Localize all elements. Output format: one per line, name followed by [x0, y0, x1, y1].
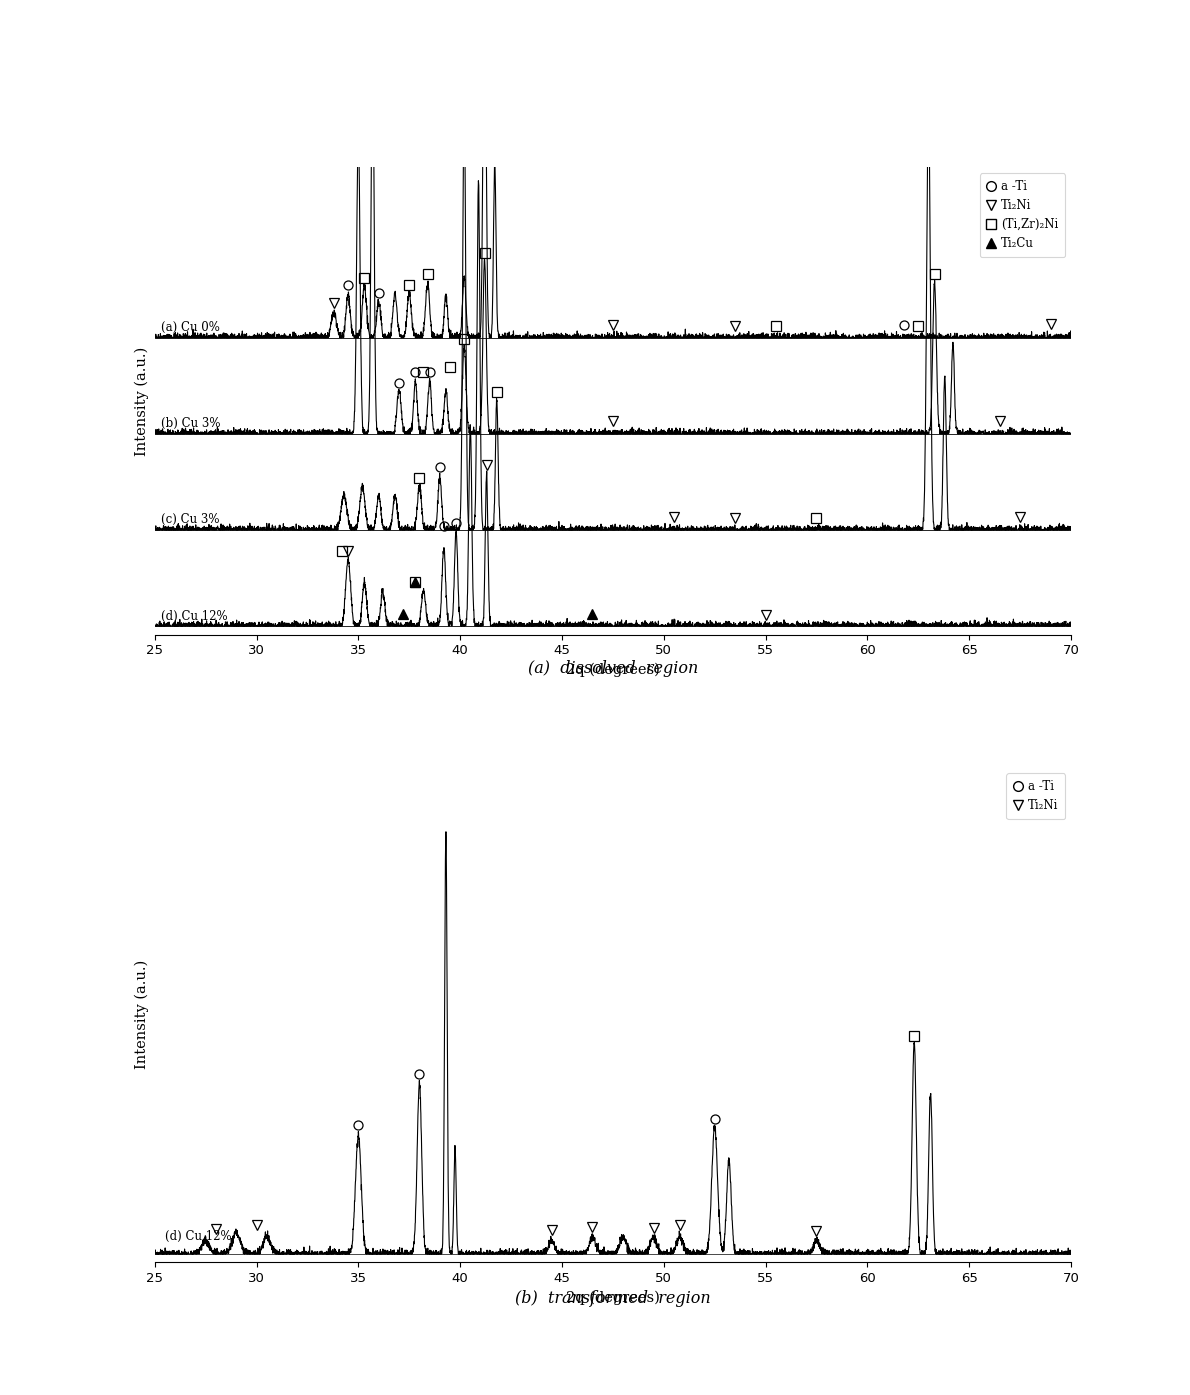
Text: (d) Cu 12%: (d) Cu 12% [161, 610, 227, 622]
Y-axis label: Intensity (a.u.): Intensity (a.u.) [134, 960, 149, 1070]
Text: (b) Cu 3%: (b) Cu 3% [161, 417, 220, 430]
Legend: a -Ti, Ti₂Ni: a -Ti, Ti₂Ni [1007, 773, 1065, 819]
Legend: a -Ti, Ti₂Ni, (Ti,Zr)₂Ni, Ti₂Cu: a -Ti, Ti₂Ni, (Ti,Zr)₂Ni, Ti₂Cu [979, 173, 1065, 257]
X-axis label: 2q (degrees): 2q (degrees) [566, 663, 659, 678]
Text: (c) Cu 3%: (c) Cu 3% [161, 513, 219, 526]
Text: (a)  dissolved  region: (a) dissolved region [527, 660, 699, 677]
Text: (d) Cu 12%: (d) Cu 12% [165, 1230, 232, 1243]
Text: (b)  transformed  region: (b) transformed region [515, 1290, 710, 1307]
Y-axis label: Intensity (a.u.): Intensity (a.u.) [134, 346, 149, 456]
Text: (a) Cu 0%: (a) Cu 0% [161, 321, 220, 335]
X-axis label: 2q (degrees): 2q (degrees) [566, 1290, 659, 1306]
